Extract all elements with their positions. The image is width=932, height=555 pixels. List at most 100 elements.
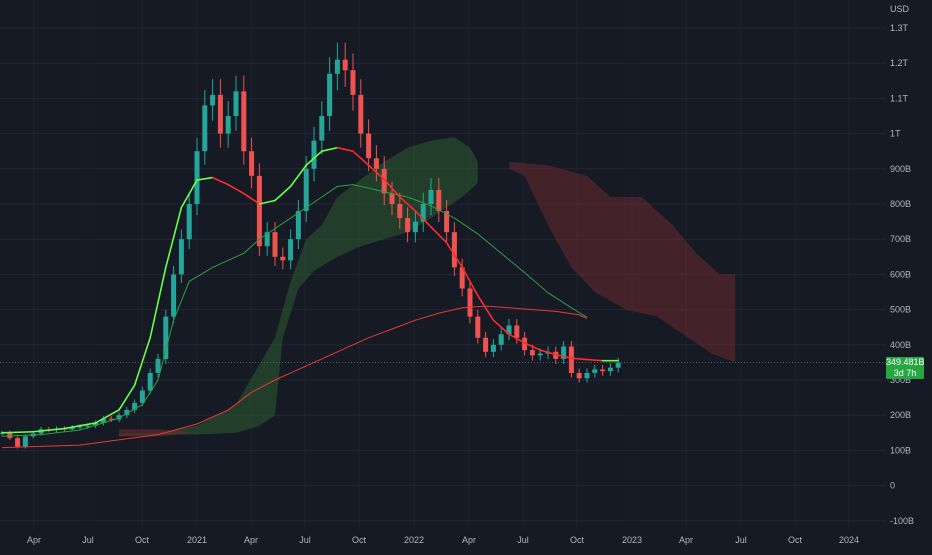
y-tick-label: 700B	[890, 234, 911, 244]
candle-body	[288, 239, 294, 261]
ma-fast-segment	[196, 176, 214, 181]
y-tick-label: 1.3T	[890, 23, 909, 33]
candle-body	[529, 350, 535, 356]
x-tick-label: 2021	[187, 535, 207, 545]
ma-fast-segment	[336, 146, 354, 152]
price-axis[interactable]: USD 1.3T 1.2T 1.1T 1T 900B 800B 700B 600B 500B 40…	[890, 4, 914, 526]
candle-body	[568, 346, 574, 373]
candle-body	[576, 372, 582, 379]
candle-body	[116, 415, 122, 420]
candle-body	[412, 221, 418, 233]
candle-body	[264, 232, 270, 247]
candle-body	[69, 427, 75, 430]
candle-body	[522, 337, 528, 351]
candle-body	[420, 204, 426, 222]
last-price-badge: 349.481B 3d 7h	[886, 357, 925, 379]
ma-fast-segment	[133, 336, 151, 387]
candle-body	[561, 346, 567, 359]
ma-fast-segment	[118, 384, 136, 411]
ma-fast-segment	[180, 179, 198, 209]
candle-body	[483, 337, 489, 352]
ma-fast-segment	[289, 164, 308, 188]
candle-body	[249, 151, 255, 176]
x-tick-label: Jul	[82, 535, 94, 545]
cloud-bull	[119, 137, 478, 437]
candle-body	[100, 418, 106, 423]
y-tick-label: 1.2T	[890, 58, 909, 68]
candle-body	[514, 325, 520, 338]
candle-body	[506, 325, 512, 335]
moving-averages	[1, 146, 620, 449]
candle-body	[592, 369, 598, 373]
ma-fast-segment	[305, 150, 323, 167]
candle-body	[397, 204, 403, 219]
currency-label: USD	[890, 4, 910, 14]
y-tick-label: 800B	[890, 199, 911, 209]
time-axis[interactable]: Apr Jul Oct 2021 Apr Jul Oct 2022 Apr Jul Oct 2023 A…	[27, 535, 859, 545]
ma-fast-segment	[211, 176, 229, 186]
x-tick-label: 2024	[839, 535, 859, 545]
last-price-value: 349.481B	[886, 357, 925, 367]
ma-fast-segment	[274, 185, 292, 202]
ma-slow-line	[1, 305, 588, 449]
candle-body	[498, 334, 504, 345]
x-tick-label: Apr	[679, 535, 693, 545]
candle-body	[381, 168, 387, 194]
y-tick-label: 1.1T	[890, 93, 909, 103]
candle-body	[319, 116, 325, 141]
candle-body	[217, 94, 223, 134]
y-tick-label: 300B	[890, 375, 911, 385]
candle-body	[366, 133, 372, 159]
candle-body	[280, 256, 286, 261]
x-tick-label: Oct	[352, 535, 367, 545]
ichimoku-cloud	[119, 137, 736, 437]
candle-body	[93, 422, 99, 426]
candle-body	[389, 193, 395, 204]
candle-body	[467, 288, 473, 317]
candle-body	[85, 425, 91, 427]
candle-body	[178, 239, 184, 275]
x-tick-label: Apr	[462, 535, 476, 545]
ma-fast-segment	[508, 333, 526, 344]
ma-fast-segment	[430, 226, 448, 244]
candle-body	[77, 426, 83, 428]
ma-fast-segment	[243, 192, 261, 205]
candle-body	[459, 267, 465, 289]
ma-fast-segment	[227, 183, 245, 195]
bar-countdown: 3d 7h	[893, 368, 917, 378]
candle-body	[256, 175, 262, 247]
candle-body	[615, 362, 621, 368]
ma-fast-segment	[539, 349, 557, 356]
candle-body	[132, 402, 138, 410]
candle-body	[405, 218, 411, 233]
ma-fast-segment	[165, 206, 183, 269]
candle-body	[139, 390, 145, 403]
x-tick-label: Jul	[299, 535, 311, 545]
candle-body	[358, 94, 364, 134]
candle-body	[163, 316, 169, 359]
ma-fast-segment	[445, 241, 464, 269]
y-tick-label: 200B	[890, 410, 911, 420]
candle-body	[490, 344, 496, 352]
y-tick-label: 500B	[890, 305, 911, 315]
candle-body	[22, 436, 28, 447]
candle-body	[295, 211, 301, 240]
ma-fast-segment	[63, 422, 97, 430]
ma-fast-segment	[461, 266, 479, 297]
ma-fast-segment	[523, 342, 542, 351]
candle-body	[436, 189, 442, 212]
x-tick-label: Oct	[135, 535, 150, 545]
ma-fast-segment	[258, 199, 276, 205]
candle-body	[311, 140, 317, 169]
ma-fast-segment	[586, 358, 604, 362]
y-tick-label: 100B	[890, 445, 911, 455]
candle-body	[350, 70, 356, 95]
ma-fast-segment	[94, 409, 120, 424]
x-tick-label: Apr	[244, 535, 258, 545]
ma-fast-segment	[367, 164, 386, 181]
candle-body	[342, 59, 348, 71]
ma-fast-segment	[149, 266, 167, 339]
ma-fast-segment	[383, 178, 401, 198]
